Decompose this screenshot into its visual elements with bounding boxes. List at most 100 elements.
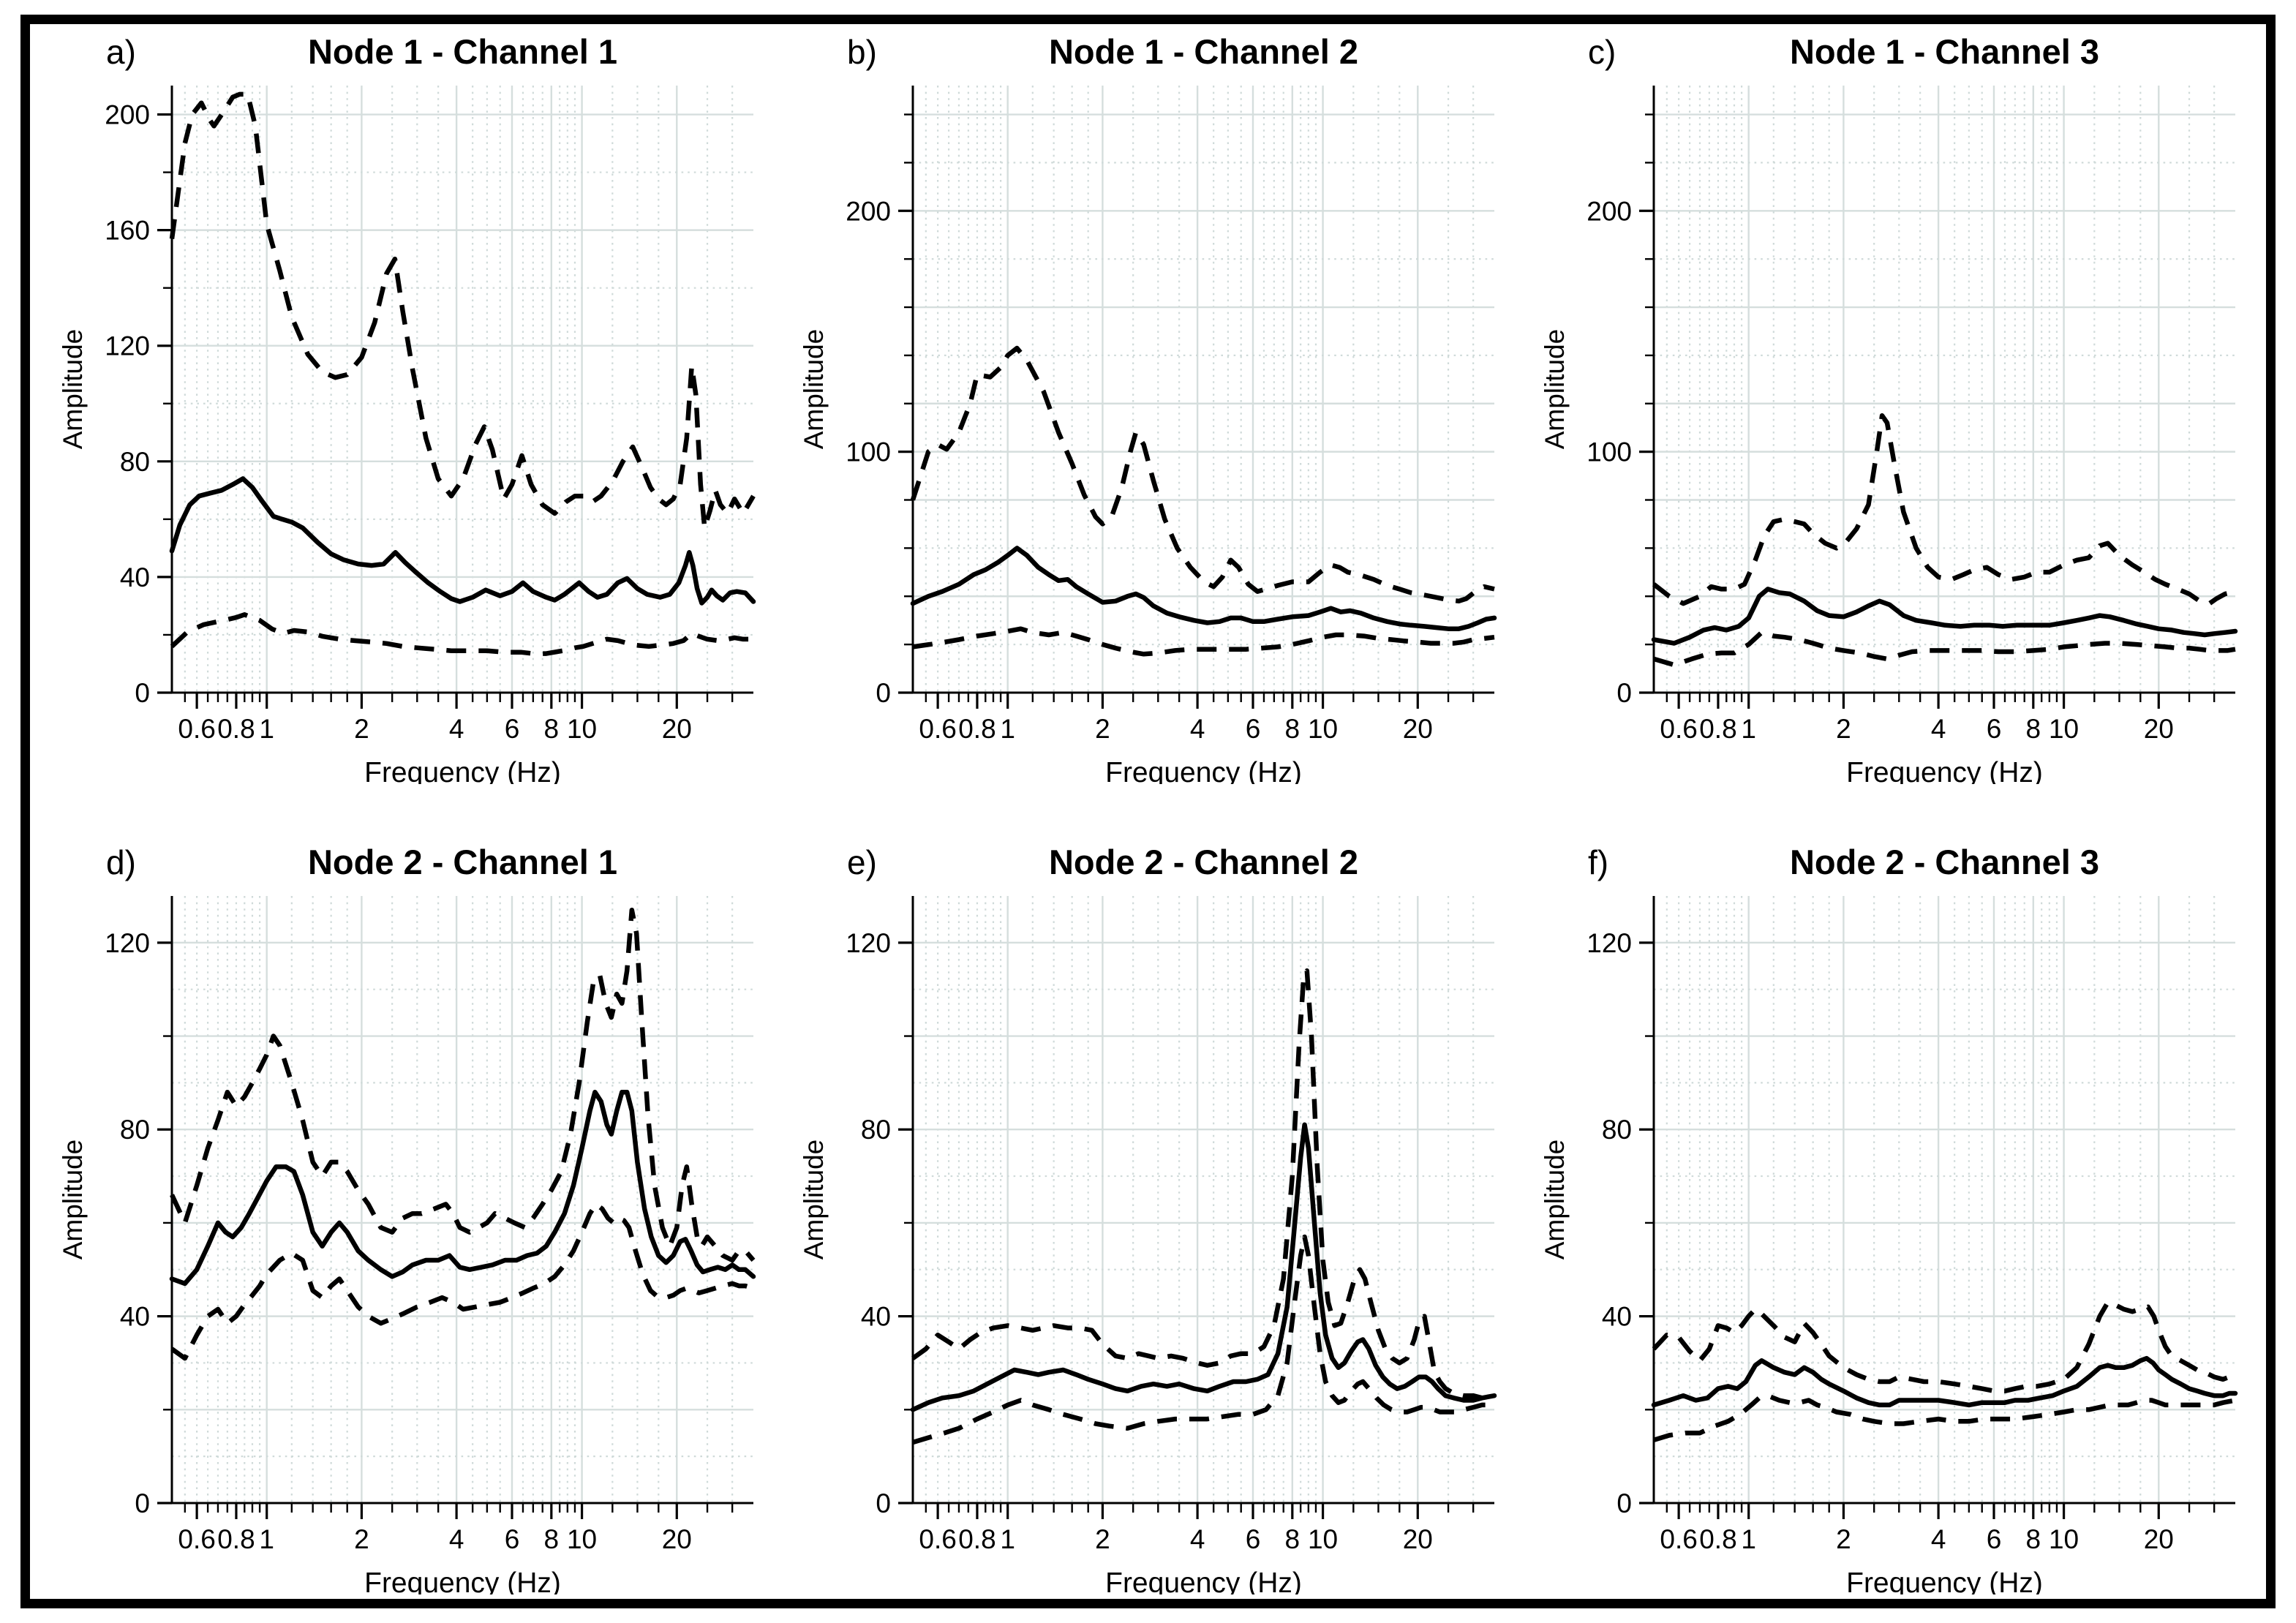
- subplot-title: Node 2 - Channel 3: [1790, 843, 2099, 881]
- grid: [172, 86, 753, 693]
- x-tick-label: 8: [1285, 1524, 1301, 1554]
- y-tick-label: 100: [846, 437, 891, 467]
- x-axis-label: Frequency (Hz): [1105, 1567, 1302, 1594]
- panel-label: a): [106, 33, 136, 71]
- x-tick-label: 0.8: [958, 714, 995, 744]
- x-axis-label: Frequency (Hz): [364, 757, 561, 784]
- x-tick-label: 10: [2049, 714, 2079, 744]
- x-tick-label: 0.6: [919, 714, 956, 744]
- x-tick-label: 1: [1741, 714, 1756, 744]
- subplot-f: 0.6 0.8 1 2 4 6 8 10 20 0 40 80 120 Frequency (Hz) Amp…: [1526, 834, 2250, 1594]
- x-tick-label: 6: [505, 1524, 520, 1554]
- y-axis-label: Amplitude: [799, 329, 829, 450]
- curve-mean: [169, 476, 756, 606]
- subplot-f-plot: 0.6 0.8 1 2 4 6 8 10 20 0 40 80 120 Frequency (Hz) Amp…: [1540, 843, 2238, 1594]
- x-tick-label: 8: [544, 714, 560, 744]
- x-tick-label: 6: [1246, 1524, 1261, 1554]
- x-tick-label: 1: [1000, 714, 1015, 744]
- grid: [1654, 896, 2235, 1503]
- y-tick-label: 0: [876, 678, 891, 708]
- panel-label: e): [847, 843, 877, 881]
- curve-mean: [910, 546, 1497, 631]
- y-tick-label: 100: [1587, 437, 1632, 467]
- curves: [1651, 1300, 2238, 1442]
- x-tick-label: 0.6: [178, 1524, 215, 1554]
- x-tick-label: 0.8: [217, 1524, 255, 1554]
- x-tick-label: 0.8: [1699, 1524, 1736, 1554]
- x-tick-label: 2: [354, 714, 369, 744]
- curve-mean: [1651, 587, 2238, 646]
- x-tick-label: 4: [1931, 714, 1946, 744]
- x-tick-label: 0.6: [1660, 714, 1697, 744]
- subplot-title: Node 1 - Channel 2: [1049, 32, 1358, 71]
- x-tick-label: 0.6: [178, 714, 215, 744]
- y-tick-label: 80: [1602, 1115, 1632, 1145]
- panel-label: c): [1588, 33, 1616, 71]
- x-tick-label: 4: [1931, 1524, 1946, 1554]
- y-tick-label: 0: [1616, 1488, 1632, 1518]
- y-tick-label: 80: [120, 447, 150, 477]
- subplot-d: 0.6 0.8 1 2 4 6 8 10 20 0 40 80 120 Frequency (Hz) Amp…: [44, 834, 768, 1594]
- subplot-e: 0.6 0.8 1 2 4 6 8 10 20 0 40 80 120 Frequency (Hz) Amp…: [785, 834, 1509, 1594]
- x-tick-label: 6: [1987, 714, 2002, 744]
- x-tick-label: 20: [1403, 714, 1433, 744]
- curve-lower-bound: [912, 1234, 1494, 1445]
- x-tick-label: 20: [1403, 1524, 1433, 1554]
- x-tick-label: 2: [354, 1524, 369, 1554]
- curve-upper-bound: [1652, 413, 2236, 606]
- y-tick-label: 200: [105, 100, 150, 130]
- x-axis-label: Frequency (Hz): [1846, 757, 2043, 784]
- axes: [1639, 896, 2235, 1519]
- y-tick-label: 40: [861, 1302, 891, 1332]
- x-tick-label: 8: [2026, 1524, 2041, 1554]
- panel-label: f): [1588, 843, 1608, 881]
- curve-upper-bound: [170, 907, 756, 1263]
- y-tick-label: 80: [861, 1115, 891, 1145]
- x-tick-label: 8: [1285, 714, 1301, 744]
- x-axis-label: Frequency (Hz): [364, 1567, 561, 1594]
- y-tick-label: 200: [846, 196, 891, 226]
- x-tick-label: 4: [1190, 714, 1205, 744]
- y-tick-label: 0: [1616, 678, 1632, 708]
- subplot-a: 0.6 0.8 1 2 4 6 8 10 20 0 40 80 120 160 200 Frequency (…: [44, 23, 768, 784]
- x-tick-label: 2: [1095, 1524, 1110, 1554]
- x-tick-label: 1: [1741, 1524, 1756, 1554]
- panel-label: d): [106, 843, 136, 881]
- y-tick-label: 40: [120, 1302, 150, 1332]
- y-tick-label: 160: [105, 216, 150, 246]
- axes: [1639, 86, 2235, 709]
- curve-upper-bound: [911, 968, 1494, 1401]
- x-tick-label: 6: [1246, 714, 1261, 744]
- curve-lower-bound: [1653, 630, 2236, 668]
- subplot-e-plot: 0.6 0.8 1 2 4 6 8 10 20 0 40 80 120 Frequency (Hz) Amp…: [799, 843, 1497, 1594]
- curve-mean: [1651, 1355, 2238, 1408]
- x-tick-label: 10: [567, 714, 597, 744]
- x-tick-label: 20: [662, 1524, 692, 1554]
- axes: [157, 86, 753, 709]
- y-tick-label: 120: [105, 928, 150, 958]
- x-tick-label: 8: [2026, 714, 2041, 744]
- y-tick-label: 80: [120, 1115, 150, 1145]
- subplot-d-plot: 0.6 0.8 1 2 4 6 8 10 20 0 40 80 120 Frequency (Hz) Amp…: [58, 843, 756, 1594]
- curve-lower-bound: [170, 1202, 754, 1361]
- grid: [913, 86, 1494, 693]
- x-tick-label: 20: [2144, 1524, 2174, 1554]
- subplot-c: 0.6 0.8 1 2 4 6 8 10 20 0 100 200 Frequency (Hz) Ampl…: [1526, 23, 2250, 784]
- y-axis-label: Amplitude: [58, 329, 88, 450]
- curves: [1651, 413, 2238, 668]
- x-tick-label: 8: [544, 1524, 560, 1554]
- y-tick-label: 0: [135, 1488, 150, 1518]
- curves: [169, 907, 756, 1361]
- curve-upper-bound: [1652, 1300, 2237, 1394]
- subplot-title: Node 2 - Channel 1: [308, 843, 617, 881]
- y-axis-label: Amplitude: [799, 1140, 829, 1260]
- grid: [1654, 86, 2235, 693]
- x-axis-label: Frequency (Hz): [1105, 757, 1302, 784]
- curve-mean: [910, 1122, 1497, 1412]
- x-tick-label: 4: [449, 714, 464, 744]
- curves: [169, 91, 756, 656]
- x-tick-label: 20: [662, 714, 692, 744]
